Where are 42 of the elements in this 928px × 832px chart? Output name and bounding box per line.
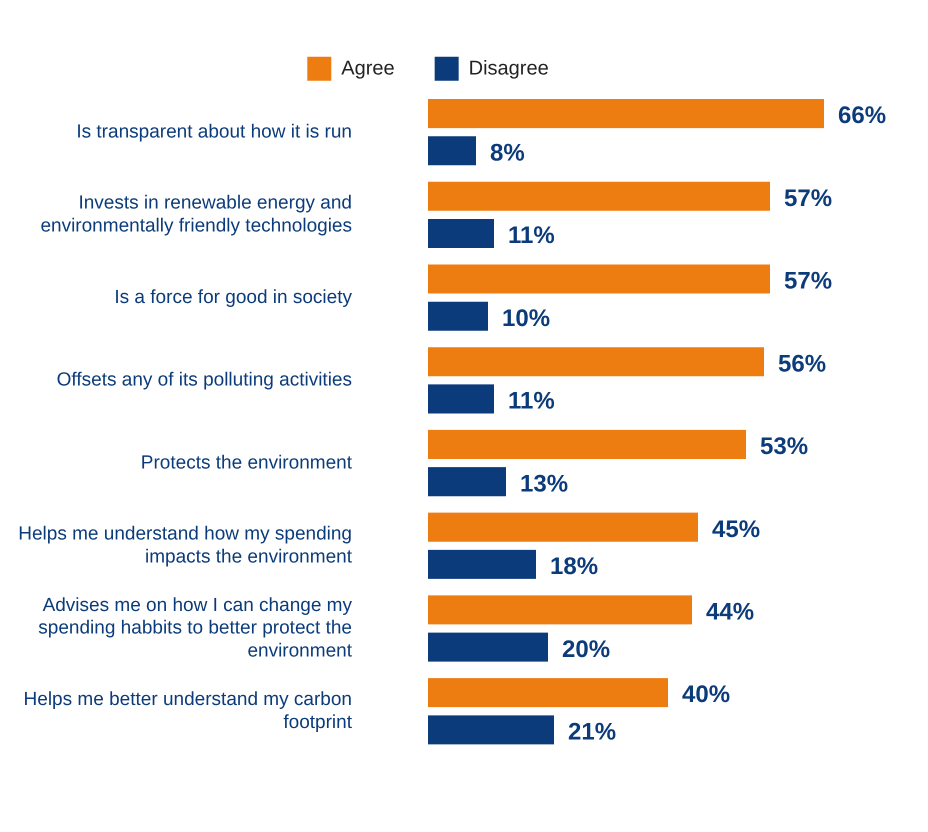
bar <box>428 512 698 542</box>
bar <box>428 595 692 624</box>
data-label: 11% <box>508 388 555 415</box>
bar <box>428 302 488 331</box>
bar <box>428 384 494 414</box>
y-tick-label: Helps me understand how my spending impacts the environment <box>18 524 353 568</box>
bar <box>428 715 554 744</box>
data-label: 18% <box>550 553 598 580</box>
bar <box>428 632 548 662</box>
bar <box>428 347 764 376</box>
bar <box>428 264 770 294</box>
bar <box>428 218 494 248</box>
bar <box>428 182 770 211</box>
y-tick-label: Is transparent about how it is run <box>76 121 352 142</box>
y-tick-label: Advises me on how I can change my spending habbits to better protect the environment <box>38 594 353 662</box>
data-label: 13% <box>520 470 568 498</box>
y-tick-label: Protects the environment <box>140 452 353 474</box>
data-label: 56% <box>778 350 826 378</box>
bar <box>428 430 746 459</box>
legend-label: Disagree <box>468 57 549 80</box>
data-label: 21% <box>568 718 616 746</box>
y-tick-label: Is a force for good in society <box>114 286 352 308</box>
bar <box>428 136 476 166</box>
data-label: 11% <box>508 222 555 250</box>
data-label: 53% <box>760 433 808 460</box>
data-label: 44% <box>706 598 754 626</box>
y-tick-label: Helps me better understand my carbon footprint <box>24 689 353 733</box>
legend-label: Agree <box>341 57 395 80</box>
data-label: 66% <box>838 102 886 130</box>
data-label: 57% <box>784 184 832 212</box>
bar <box>428 467 506 496</box>
bar <box>428 678 668 708</box>
data-label: 57% <box>784 268 832 295</box>
bar <box>428 550 536 579</box>
data-label: 40% <box>682 681 730 708</box>
data-label: 45% <box>712 516 760 543</box>
y-tick-label: Invests in renewable energy and environmentally friendly technologies <box>40 192 352 237</box>
y-tick-label: Offsets any of its polluting activities <box>56 370 352 391</box>
data-label: 10% <box>502 304 550 332</box>
bar <box>428 99 824 128</box>
data-label: 20% <box>562 636 610 663</box>
data-label: 8% <box>490 139 525 166</box>
